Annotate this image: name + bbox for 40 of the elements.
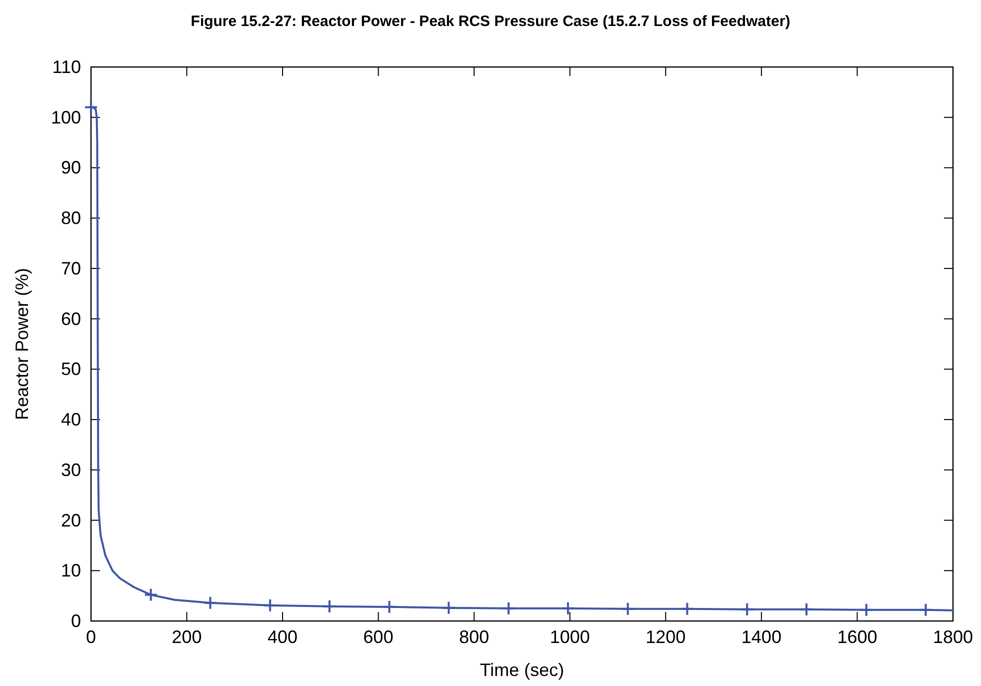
y-tick-label: 100 bbox=[50, 107, 81, 128]
y-tick-label: 20 bbox=[60, 510, 81, 530]
y-tick-label: 40 bbox=[60, 410, 81, 430]
x-tick-label: 1200 bbox=[646, 627, 686, 647]
point bbox=[382, 600, 396, 614]
y-tick-label: 30 bbox=[60, 460, 81, 480]
point bbox=[263, 598, 278, 612]
point bbox=[203, 596, 218, 610]
x-axis-title: Time (sec) bbox=[480, 660, 564, 680]
y-tick-label: 70 bbox=[60, 258, 81, 278]
x-tick-label: 800 bbox=[459, 627, 490, 647]
point bbox=[799, 602, 814, 616]
x-tick-label: 600 bbox=[363, 627, 394, 647]
x-tick-label: 0 bbox=[86, 627, 96, 647]
point bbox=[680, 602, 694, 616]
chart-title: Figure 15.2-27: Reactor Power - Peak RCS Pressure Case (15.2.7 Loss of Feedwater) bbox=[190, 13, 790, 30]
y-tick-label: 0 bbox=[70, 611, 81, 631]
x-tick-label: 1400 bbox=[741, 627, 782, 647]
point bbox=[442, 600, 456, 615]
x-tick-label: 1600 bbox=[837, 627, 878, 647]
y-axis-title: Reactor Power (%) bbox=[12, 268, 32, 420]
point bbox=[144, 588, 158, 602]
point bbox=[620, 602, 635, 616]
x-tick-label: 1000 bbox=[550, 627, 590, 647]
x-tick-label: 200 bbox=[172, 627, 202, 647]
point bbox=[84, 100, 98, 114]
y-tick-label: 110 bbox=[52, 57, 81, 77]
point bbox=[560, 601, 575, 616]
x-tick-label: 400 bbox=[268, 627, 298, 647]
y-tick-label: 50 bbox=[60, 359, 81, 380]
point bbox=[918, 602, 933, 617]
y-tick-label: 80 bbox=[60, 208, 81, 228]
y-tick-label: 90 bbox=[60, 158, 81, 178]
point bbox=[859, 602, 874, 617]
y-tick-label: 10 bbox=[60, 560, 81, 581]
x-tick-label: 1800 bbox=[932, 627, 974, 647]
point bbox=[740, 602, 754, 616]
point bbox=[322, 599, 336, 614]
y-tick-label: 60 bbox=[60, 308, 81, 329]
point bbox=[502, 601, 516, 616]
